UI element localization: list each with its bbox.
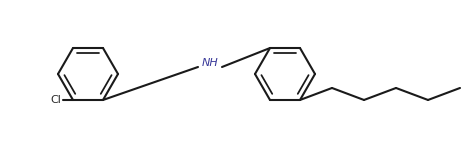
Text: Cl: Cl [50,95,61,105]
Text: NH: NH [202,58,219,68]
